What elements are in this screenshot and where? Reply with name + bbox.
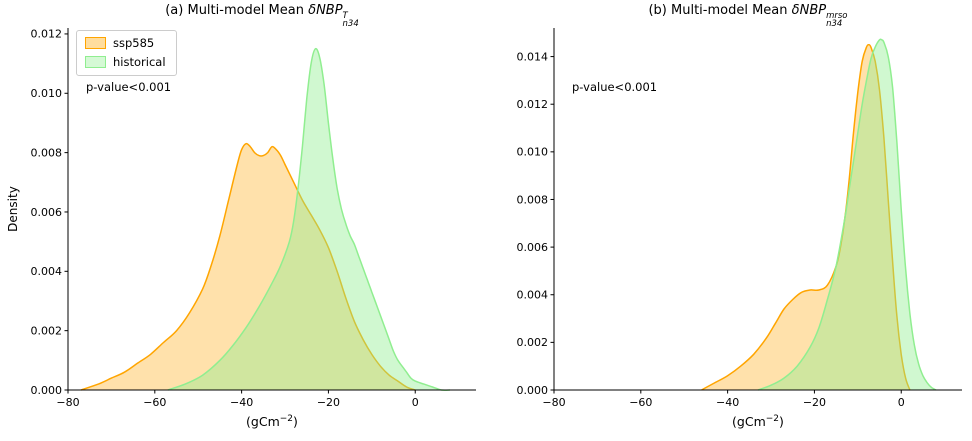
legend-label-historical: historical	[113, 55, 166, 69]
legend: ssp585 historical	[76, 30, 177, 76]
svg-text:0.000: 0.000	[517, 384, 549, 397]
title-math-base: δNBP	[308, 3, 343, 18]
density-chart-b: 0.000 0.002 0.004 0.006 0.008 0.010 0.012 0.014…	[517, 28, 962, 409]
svg-text:0.010: 0.010	[31, 87, 63, 100]
svg-text:−80: −80	[542, 396, 565, 409]
svg-text:−60: −60	[143, 396, 166, 409]
svg-text:0.012: 0.012	[517, 98, 549, 111]
title-prefix: (b) Multi-model Mean	[648, 3, 792, 18]
svg-text:0.012: 0.012	[31, 28, 63, 41]
svg-text:0.006: 0.006	[517, 241, 549, 254]
svg-text:−60: −60	[629, 396, 652, 409]
xlabel-main: (gCm	[732, 414, 766, 430]
svg-text:0.000: 0.000	[31, 384, 63, 397]
svg-text:0: 0	[412, 396, 419, 409]
legend-swatch-ssp585	[85, 37, 106, 49]
title-superscript: mrso	[826, 11, 848, 21]
density-chart-a: 0.000 0.002 0.004 0.006 0.008 0.010 0.012 −80 −6…	[31, 28, 476, 409]
svg-text:0.010: 0.010	[517, 146, 549, 159]
x-axis-label-a: (gCm−2)	[68, 414, 476, 429]
pvalue-annotation-a: p-value<0.001	[86, 80, 172, 94]
xlabel-superscript: −2	[279, 414, 294, 424]
x-axis-label-b: (gCm−2)	[554, 414, 962, 429]
svg-text:0.014: 0.014	[517, 50, 549, 63]
svg-text:0: 0	[898, 396, 905, 409]
svg-text:0.004: 0.004	[517, 289, 549, 302]
svg-text:−20: −20	[317, 396, 340, 409]
title-math-base: δNBP	[791, 3, 827, 18]
legend-item-historical: historical	[85, 55, 166, 69]
panel-b: 0.000 0.002 0.004 0.006 0.008 0.010 0.012 0.014…	[486, 0, 972, 441]
svg-text:0.008: 0.008	[517, 193, 549, 206]
svg-text:−40: −40	[716, 396, 739, 409]
title-subscript: n34	[342, 19, 359, 29]
title-math: δNBP mrso n34	[791, 3, 848, 28]
xlabel-superscript: −2	[765, 414, 780, 424]
y-axis-label: Density	[6, 186, 20, 232]
svg-text:0.002: 0.002	[517, 336, 549, 349]
title-superscript: T	[342, 11, 348, 21]
panel-b-title: (b) Multi-model Mean δNBP mrso n34	[544, 3, 952, 28]
xlabel-close: )	[779, 414, 784, 430]
title-subscript: n34	[826, 19, 843, 29]
svg-text:0.002: 0.002	[31, 324, 63, 337]
title-supsub: mrso n34	[826, 11, 848, 29]
legend-item-ssp585: ssp585	[85, 36, 166, 50]
xlabel-main: (gCm	[246, 414, 280, 430]
svg-text:−80: −80	[56, 396, 79, 409]
svg-text:0.004: 0.004	[31, 265, 63, 278]
svg-text:0.006: 0.006	[31, 206, 63, 219]
panel-a: 0.000 0.002 0.004 0.006 0.008 0.010 0.012 −80 −6…	[6, 3, 476, 429]
svg-text:0.008: 0.008	[31, 146, 63, 159]
svg-text:−20: −20	[803, 396, 826, 409]
legend-swatch-historical	[85, 56, 106, 68]
svg-text:−40: −40	[230, 396, 253, 409]
xlabel-close: )	[293, 414, 298, 430]
pvalue-annotation-b: p-value<0.001	[572, 80, 658, 94]
legend-label-ssp585: ssp585	[113, 36, 155, 50]
title-prefix: (a) Multi-model Mean	[165, 3, 309, 18]
